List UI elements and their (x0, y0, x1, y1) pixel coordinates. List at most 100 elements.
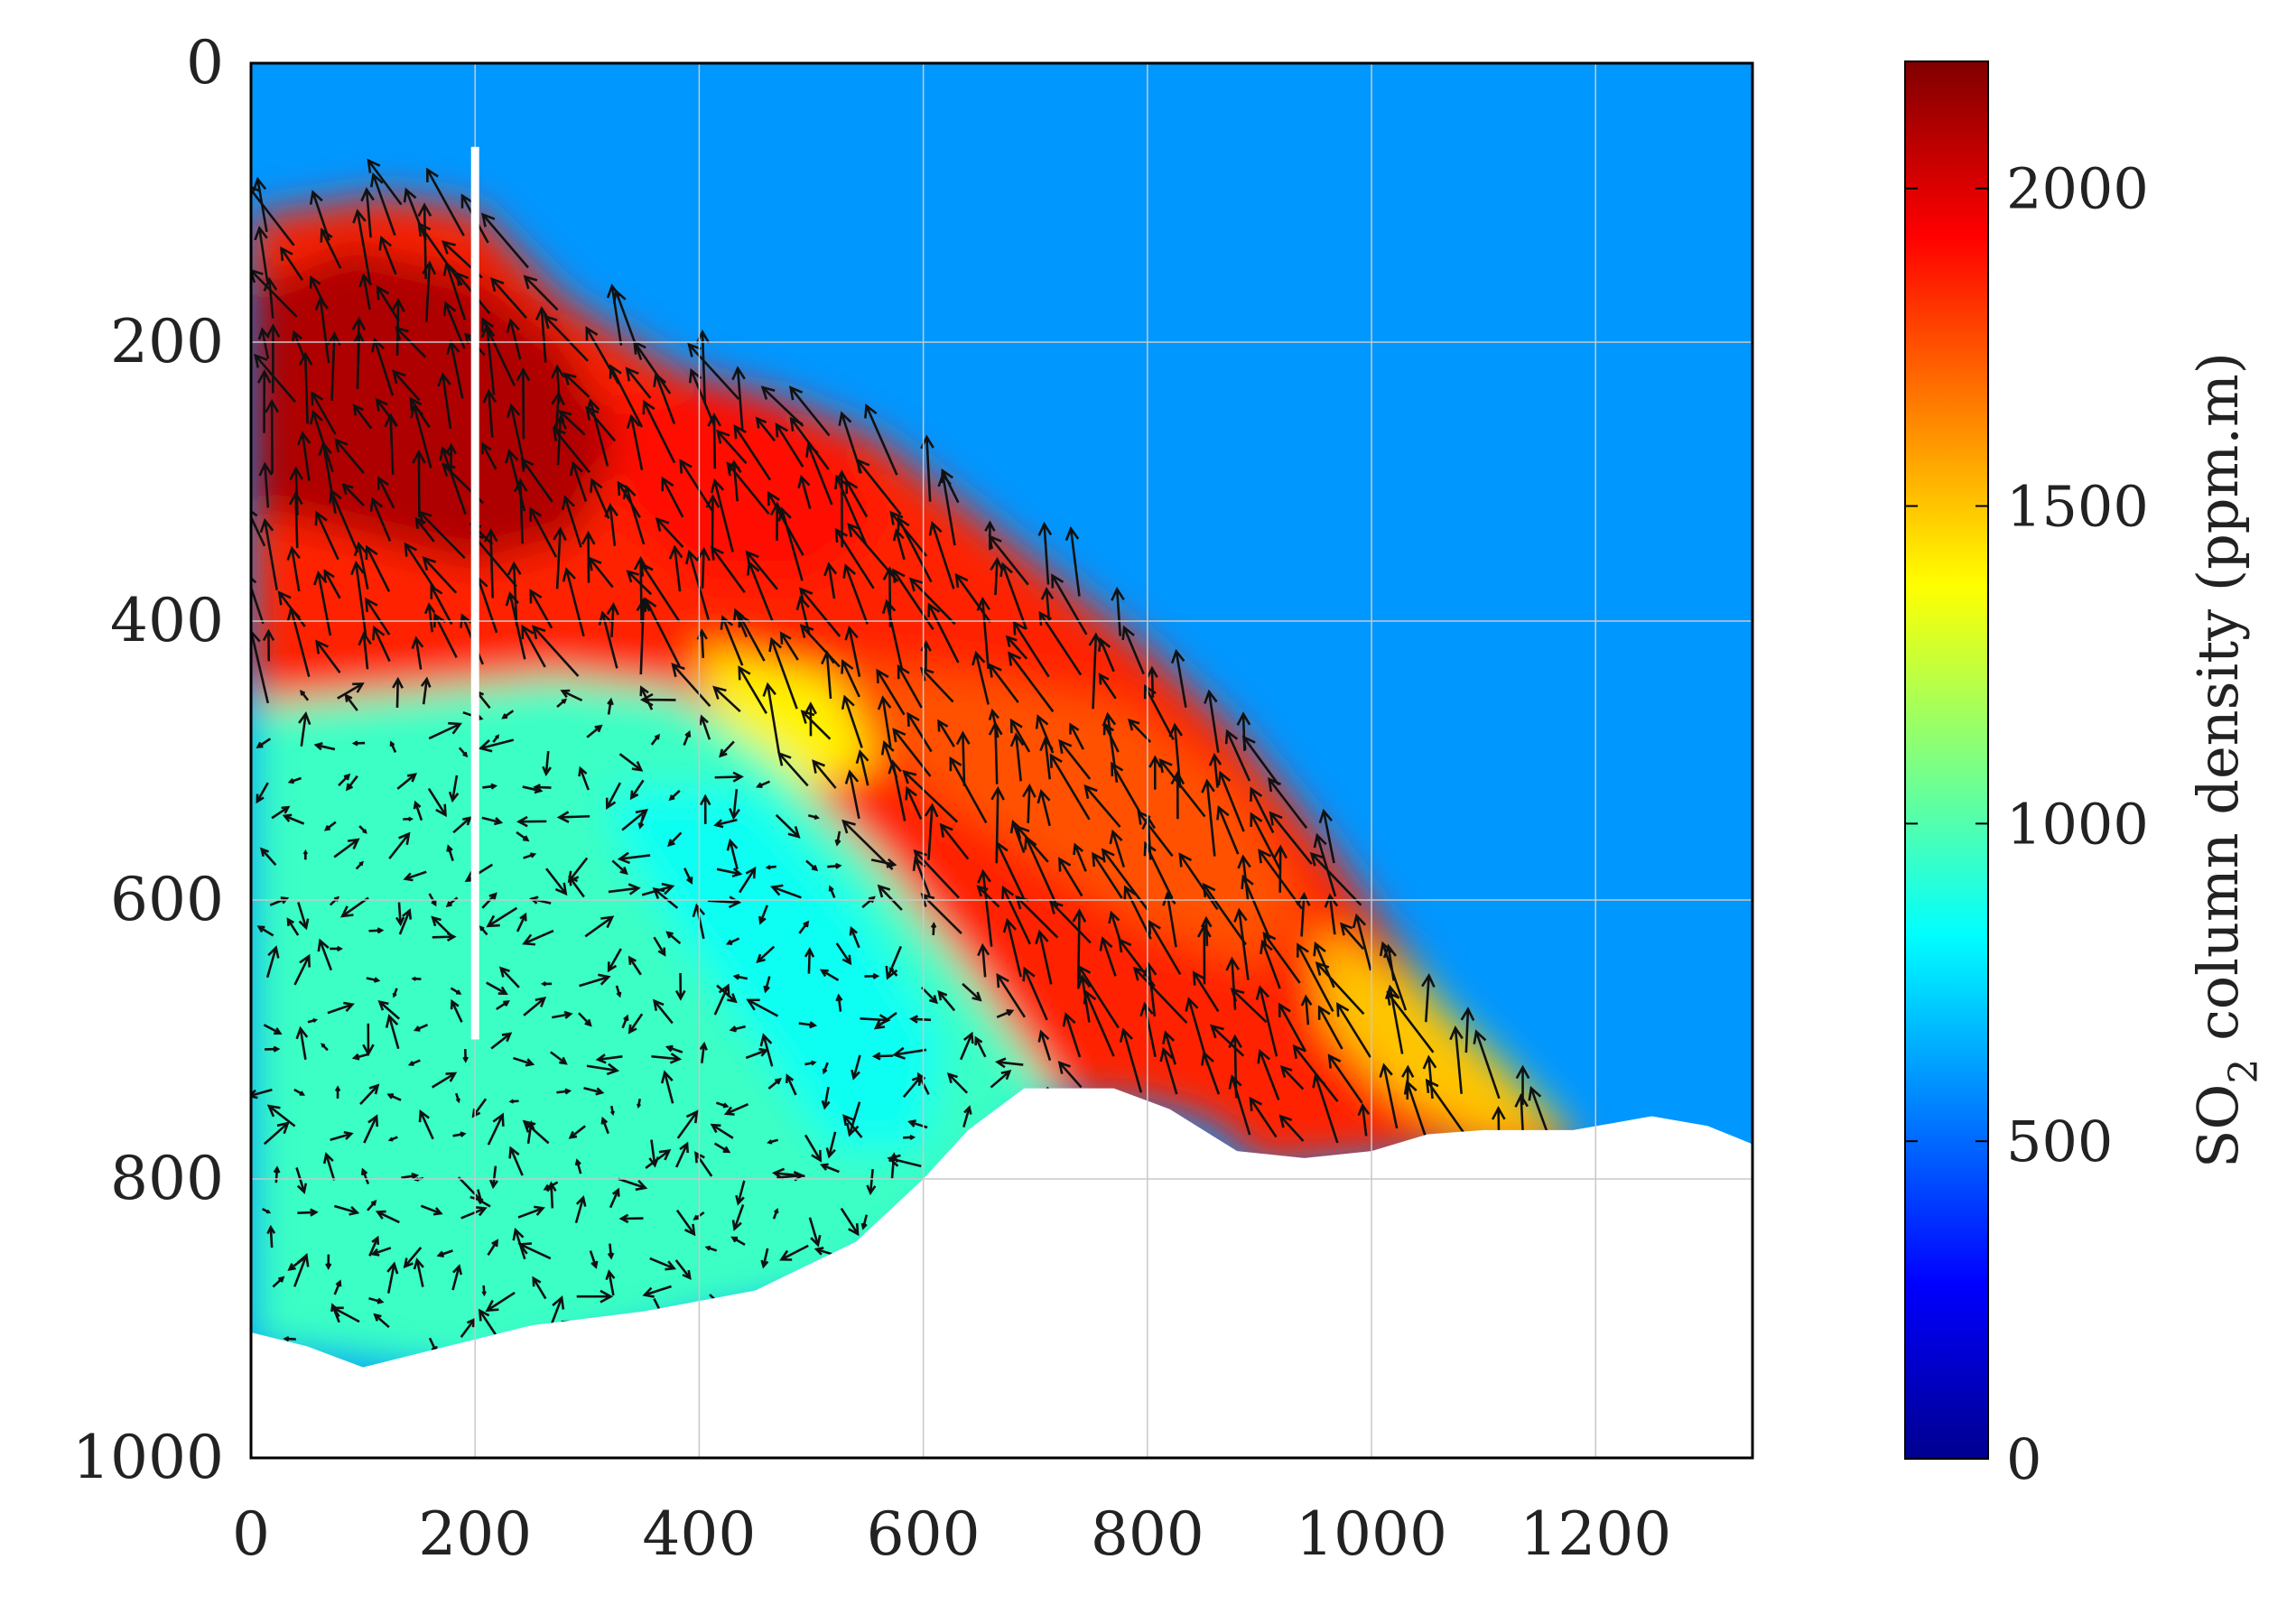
flow-vector (1049, 901, 1092, 944)
flow-vector-head (912, 856, 926, 871)
flow-vector-head (1009, 732, 1025, 747)
flow-vector (1099, 673, 1117, 700)
flow-vector-head (694, 1151, 705, 1164)
flow-vector (927, 805, 934, 860)
flow-vector (994, 559, 999, 596)
flow-vector-head (600, 1116, 609, 1125)
flow-vector (774, 1172, 805, 1178)
flow-vector (962, 733, 966, 786)
flow-vector-head (946, 1072, 958, 1084)
flow-vector (761, 386, 804, 427)
flow-vector-head (1210, 1024, 1224, 1039)
flow-vector (716, 430, 748, 465)
flow-vector-head (897, 664, 910, 680)
flow-vector-head (775, 1077, 782, 1085)
flow-vector-head (291, 329, 302, 343)
flow-vector-head (892, 1046, 906, 1060)
flow-vector (373, 626, 391, 663)
flow-vector-head (1051, 573, 1064, 589)
flow-vector-head (313, 571, 328, 586)
flow-vector-head (298, 711, 311, 726)
flow-vector-head (1143, 840, 1157, 857)
flow-vector-head (254, 225, 268, 241)
flow-vector-head (820, 1163, 829, 1171)
flow-vector-head (996, 972, 1009, 988)
flow-vector-head (334, 438, 349, 453)
flow-vector-head (637, 1103, 642, 1109)
flow-vector-head (1037, 788, 1051, 804)
flow-vector (889, 512, 928, 557)
flow-vector-head (256, 369, 272, 384)
flow-vector (842, 820, 894, 871)
flow-vector-head (1111, 586, 1125, 601)
flow-vector (843, 696, 863, 748)
flow-vector-head (642, 399, 655, 415)
flow-vector (330, 490, 359, 553)
flow-vector (762, 1248, 769, 1267)
flow-vector (254, 354, 297, 404)
flow-vector (974, 653, 990, 705)
flow-vector-head (345, 783, 354, 792)
flow-vector-head (533, 784, 541, 792)
flow-vector-head (1327, 1053, 1342, 1069)
flow-vector (1361, 1105, 1368, 1137)
flow-vector-head (609, 1110, 615, 1117)
flow-vector-head (445, 1072, 458, 1082)
flow-vector-head (351, 316, 367, 331)
colorbar-ticks: 0 500 1000 1500 2000 (1905, 156, 2149, 1492)
flow-vector (521, 626, 546, 668)
flow-vector (1074, 844, 1087, 872)
flow-vector (840, 1207, 860, 1235)
flow-vector-head (851, 1069, 860, 1081)
flow-vector (415, 1259, 424, 1287)
flow-vector-head (768, 636, 782, 653)
flow-vector-head (462, 816, 472, 826)
flow-vector-head (730, 1236, 739, 1243)
flow-vector-head (595, 1087, 605, 1096)
flow-vector-head (513, 478, 528, 493)
flow-vector-head (1258, 849, 1272, 864)
flow-vector-head (746, 561, 760, 576)
flow-vector (852, 1054, 861, 1079)
flow-vector (397, 902, 402, 924)
flow-vector (337, 682, 364, 700)
flow-vector (256, 782, 269, 803)
flow-vector-head (600, 1289, 614, 1304)
flow-vector-head (460, 193, 474, 209)
flow-vector (1043, 524, 1050, 585)
flow-vector-head (360, 1167, 368, 1176)
flow-vector (997, 1061, 1024, 1066)
flow-vector-head (1425, 1078, 1439, 1093)
flow-vector-head (704, 1245, 711, 1251)
flow-vector-head (628, 883, 641, 896)
flow-vector (294, 493, 299, 549)
flow-vector-head (888, 967, 895, 973)
flow-vector (655, 518, 684, 548)
flow-vector (748, 998, 779, 1017)
flow-vector (1520, 1095, 1525, 1135)
flow-vector (721, 617, 744, 666)
flow-vector (529, 589, 553, 629)
flow-vector (589, 400, 609, 467)
flow-vector (959, 1033, 973, 1061)
x-tick-label: 0 (232, 1499, 270, 1569)
flow-vector (1133, 967, 1188, 1025)
flow-vector-head (558, 410, 572, 423)
flow-vector-head (1296, 942, 1309, 958)
flow-vector (284, 814, 305, 825)
flow-vector (1305, 997, 1310, 1025)
flow-vector (1278, 847, 1282, 893)
flow-vector (911, 1017, 932, 1022)
flow-vector-head (972, 650, 986, 666)
flow-vector (574, 1197, 585, 1224)
flow-vector (700, 716, 711, 740)
flow-vector (1317, 1007, 1343, 1050)
flow-vector (1138, 811, 1174, 858)
flow-vector (1250, 813, 1281, 870)
flow-vector-head (343, 1130, 354, 1140)
flow-vector (392, 370, 421, 402)
flow-vector (607, 700, 612, 715)
flow-vector-head (283, 1336, 290, 1342)
flow-vector-head (661, 476, 674, 492)
flow-vector (667, 1045, 683, 1053)
